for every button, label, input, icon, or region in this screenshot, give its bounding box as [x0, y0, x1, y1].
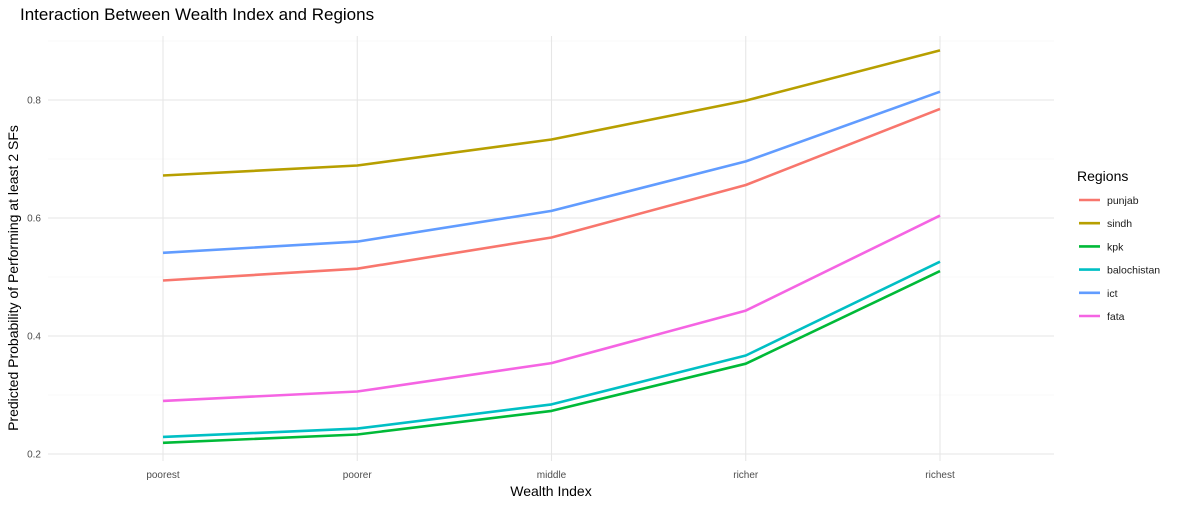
series-lines: [162, 49, 941, 445]
legend-label-ict: ict: [1107, 288, 1118, 300]
series-line-balochistan: [162, 260, 941, 439]
series-line-punjab: [162, 107, 941, 282]
y-axis-title: Predicted Probability of Performing at l…: [5, 125, 21, 431]
y-tick-label: 0.2: [27, 450, 41, 461]
x-axis-title: Wealth Index: [510, 483, 591, 499]
y-axis-ticks: 0.2 0.4 0.6 0.8: [27, 96, 41, 461]
legend-label-sindh: sindh: [1107, 218, 1132, 230]
y-tick-label: 0.4: [27, 332, 41, 343]
legend-title: Regions: [1077, 168, 1128, 184]
series-line-ict: [162, 90, 941, 255]
chart-title: Interaction Between Wealth Index and Reg…: [20, 5, 374, 24]
legend-label-balochistan: balochistan: [1107, 265, 1160, 277]
x-tick-label: richest: [925, 470, 955, 481]
grid: [48, 36, 1054, 461]
x-tick-label: richer: [733, 470, 759, 481]
legend: Regions punjab sindh kpk balochistan ict fata: [1077, 168, 1160, 323]
x-tick-label: poorest: [146, 470, 180, 481]
series-line-sindh: [162, 49, 941, 177]
legend-label-fata: fata: [1107, 311, 1125, 323]
series-line-fata: [162, 214, 941, 403]
y-tick-label: 0.6: [27, 214, 41, 225]
legend-label-punjab: punjab: [1107, 195, 1139, 207]
series-line-kpk: [162, 269, 941, 445]
x-tick-label: middle: [537, 470, 567, 481]
y-tick-label: 0.8: [27, 96, 41, 107]
x-axis-ticks: poorest poorer middle richer richest: [146, 470, 955, 481]
x-tick-label: poorer: [343, 470, 373, 481]
legend-items: punjab sindh kpk balochistan ict fata: [1079, 195, 1160, 323]
legend-label-kpk: kpk: [1107, 241, 1124, 253]
